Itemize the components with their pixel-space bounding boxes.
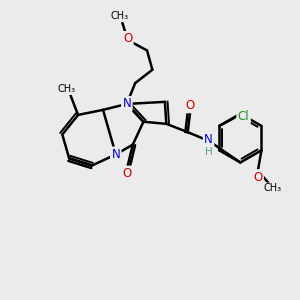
Text: N: N (122, 98, 131, 110)
Text: Cl: Cl (238, 110, 249, 123)
Text: N: N (111, 148, 120, 161)
Text: N: N (204, 134, 213, 146)
Text: CH₃: CH₃ (264, 183, 282, 193)
Text: O: O (123, 167, 132, 180)
Text: O: O (123, 32, 132, 45)
Text: O: O (185, 99, 195, 112)
Text: CH₃: CH₃ (57, 84, 75, 94)
Text: O: O (253, 170, 262, 184)
Text: CH₃: CH₃ (110, 11, 128, 21)
Text: H: H (205, 147, 212, 158)
